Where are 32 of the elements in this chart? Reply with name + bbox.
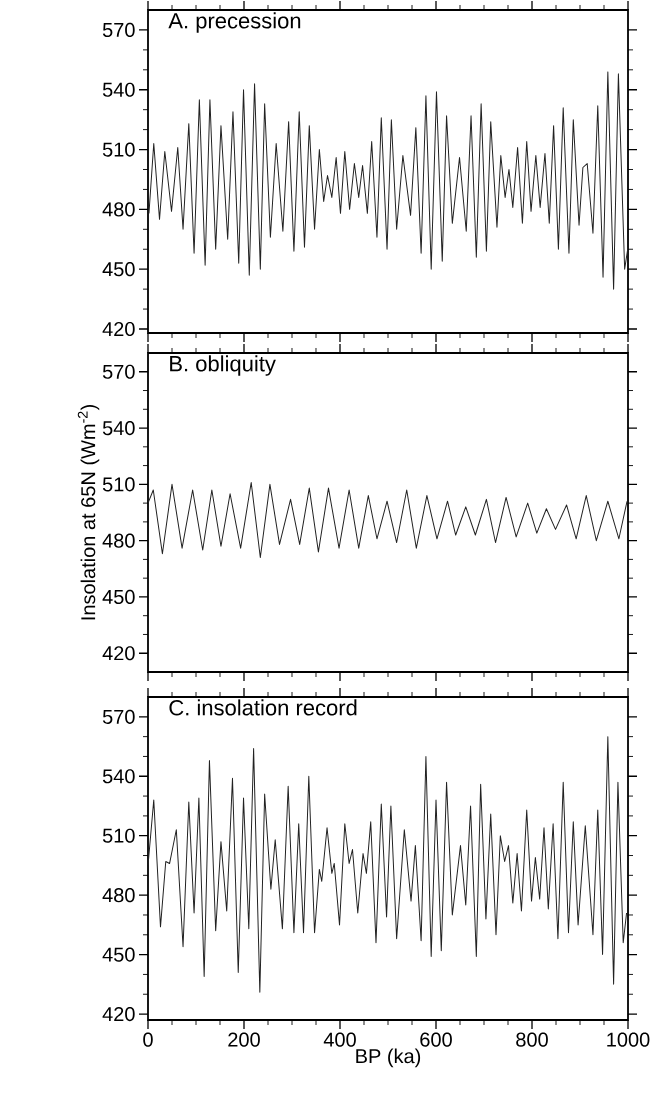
y-tick-label: 570 [102,22,135,37]
y-tick-label: 540 [102,420,135,436]
y-tick-label: 540 [102,82,135,97]
y-tick-label: 450 [102,589,135,605]
x-tick-label: 800 [516,1032,548,1047]
x-tick-label: 600 [420,1032,452,1047]
y-tick-label: 510 [102,828,135,843]
x-tick-label: 1000 [607,1032,650,1047]
y-tick-label: 420 [102,321,135,337]
y-tick-label: 540 [102,769,135,784]
y-axis-title: Insolation at 65N (Wm$^{-2}$) [77,405,100,620]
y-tick-label: 420 [102,646,135,661]
chart-title: C. insolation record [169,699,357,716]
y-tick-label: 480 [102,533,135,548]
line-series [148,71,628,290]
y-tick-label: 510 [102,477,135,492]
y-tick-label: 570 [102,709,135,724]
y-tick-label: 480 [102,888,135,903]
y-tick-label: 450 [102,947,135,962]
chart-title: A. precession [168,12,301,33]
y-tick-label: 450 [102,262,135,277]
line-series [148,736,628,993]
y-tick-label: 420 [102,1006,135,1022]
y-tick-label: 480 [102,202,135,217]
x-axis-title: BP (ka) [356,1048,421,1068]
x-tick-label: 400 [323,1032,356,1047]
line-series [148,481,628,559]
y-tick-label: 510 [102,142,135,157]
x-tick-label: 0 [143,1032,153,1047]
chart-title: B. obliquity [170,355,276,376]
x-tick-label: 200 [228,1032,260,1047]
y-tick-label: 570 [102,364,135,379]
